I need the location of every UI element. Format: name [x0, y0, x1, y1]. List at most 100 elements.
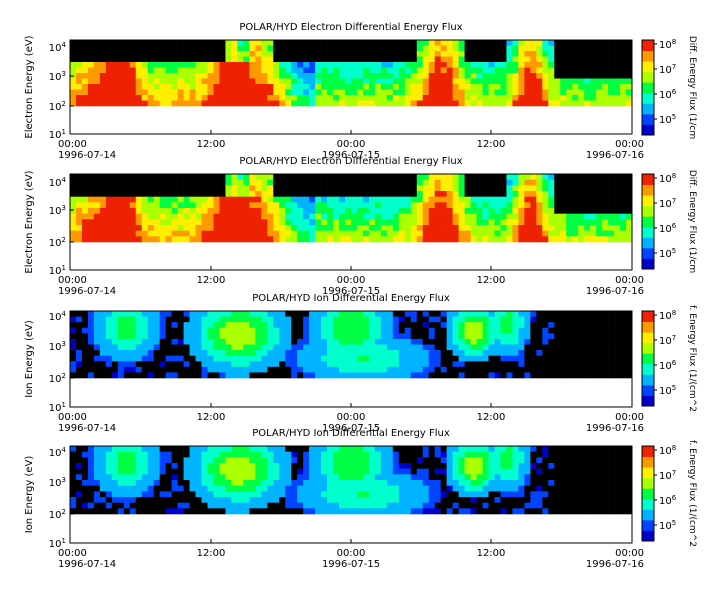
heatmap-cell — [464, 67, 471, 74]
heatmap-cell — [500, 196, 507, 203]
heatmap-cell — [608, 311, 615, 317]
heatmap-cell — [225, 174, 232, 180]
heatmap-cell — [105, 78, 113, 85]
heatmap-cell — [464, 361, 471, 368]
heatmap-cell — [584, 62, 591, 68]
heatmap-cell — [177, 446, 184, 452]
heatmap-cell — [117, 225, 125, 231]
heatmap-cell — [380, 311, 388, 317]
heatmap-cell — [356, 89, 364, 96]
heatmap-cell — [386, 78, 394, 85]
heatmap-cell — [578, 333, 585, 340]
heatmap-cell — [117, 236, 125, 243]
heatmap-cell — [339, 95, 346, 101]
heatmap-cell — [494, 485, 501, 492]
heatmap-cell — [542, 45, 549, 52]
heatmap-cell — [219, 446, 226, 452]
heatmap-cell — [476, 196, 483, 203]
colorbar-segment — [642, 205, 654, 217]
heatmap-cell — [464, 480, 471, 486]
heatmap-cell — [524, 491, 531, 498]
heatmap-cell — [351, 62, 358, 68]
heatmap-cell — [93, 202, 101, 209]
heatmap-cell — [333, 322, 340, 329]
heatmap-cell — [398, 62, 406, 68]
heatmap-cell — [249, 468, 256, 475]
heatmap-cell — [524, 45, 531, 52]
heatmap-cell — [524, 196, 531, 203]
heatmap-cell — [524, 100, 531, 107]
heatmap-cell — [362, 372, 370, 379]
heatmap-cell — [512, 372, 519, 379]
heatmap-cell — [171, 202, 178, 209]
heatmap-cell — [117, 208, 125, 214]
heatmap-cell — [141, 327, 149, 334]
heatmap-cell — [620, 457, 627, 464]
heatmap-cell — [147, 230, 154, 237]
heatmap-cell — [446, 51, 453, 57]
heatmap-cell — [374, 446, 382, 452]
heatmap-cell — [356, 474, 364, 481]
heatmap-cell — [572, 446, 579, 452]
heatmap-cell — [297, 67, 304, 74]
heatmap-cell — [207, 355, 214, 362]
heatmap-cell — [548, 196, 555, 203]
heatmap-cell — [356, 213, 364, 220]
heatmap-cell — [560, 361, 567, 368]
heatmap-cell — [117, 480, 125, 486]
heatmap-cell — [626, 196, 633, 203]
heatmap-cell — [303, 202, 310, 209]
heatmap-cell — [500, 474, 507, 481]
heatmap-cell — [524, 497, 531, 503]
heatmap-cell — [81, 497, 89, 503]
heatmap-cell — [362, 338, 370, 345]
heatmap-cell — [141, 502, 149, 509]
heatmap-cell — [572, 451, 579, 458]
heatmap-cell — [362, 446, 370, 452]
heatmap-cell — [470, 344, 477, 351]
heatmap-cell — [386, 225, 394, 231]
heatmap-cell — [548, 73, 555, 79]
heatmap-cell — [297, 480, 304, 486]
heatmap-cell — [237, 236, 244, 243]
heatmap-cell — [374, 451, 382, 458]
heatmap-cell — [147, 185, 154, 192]
colorbar-tick-label: 105 — [659, 519, 676, 532]
heatmap-cell — [273, 468, 280, 475]
heatmap-cell — [542, 350, 549, 356]
heatmap-cell — [422, 474, 430, 481]
heatmap-cell — [303, 179, 310, 186]
heatmap-cell — [488, 333, 495, 340]
heatmap-cell — [590, 174, 597, 180]
heatmap-cell — [464, 311, 471, 317]
heatmap-cell — [285, 474, 292, 481]
heatmap-cell — [207, 213, 214, 220]
heatmap-cell — [458, 457, 465, 464]
heatmap-cell — [159, 338, 166, 345]
heatmap-cell — [602, 73, 609, 79]
heatmap-cell — [309, 446, 316, 452]
heatmap-cell — [392, 225, 400, 231]
heatmap-cell — [315, 344, 322, 351]
heatmap-cell — [171, 350, 178, 356]
heatmap-cell — [70, 338, 77, 345]
heatmap-cell — [494, 451, 501, 458]
heatmap-cell — [153, 451, 160, 458]
heatmap-cell — [70, 174, 77, 180]
heatmap-cell — [476, 179, 483, 186]
heatmap-cell — [201, 457, 208, 464]
heatmap-cell — [351, 474, 358, 481]
heatmap-cell — [213, 327, 220, 334]
heatmap-cell — [195, 311, 202, 317]
heatmap-cell — [614, 463, 621, 469]
heatmap-cell — [374, 202, 382, 209]
heatmap-cell — [321, 62, 328, 68]
heatmap-cell — [129, 89, 137, 96]
heatmap-cell — [386, 350, 394, 356]
heatmap-cell — [147, 78, 154, 85]
heatmap-cell — [297, 446, 304, 452]
heatmap-cell — [518, 67, 525, 74]
heatmap-cell — [518, 84, 525, 90]
heatmap-cell — [572, 322, 579, 329]
heatmap-cell — [183, 236, 190, 243]
